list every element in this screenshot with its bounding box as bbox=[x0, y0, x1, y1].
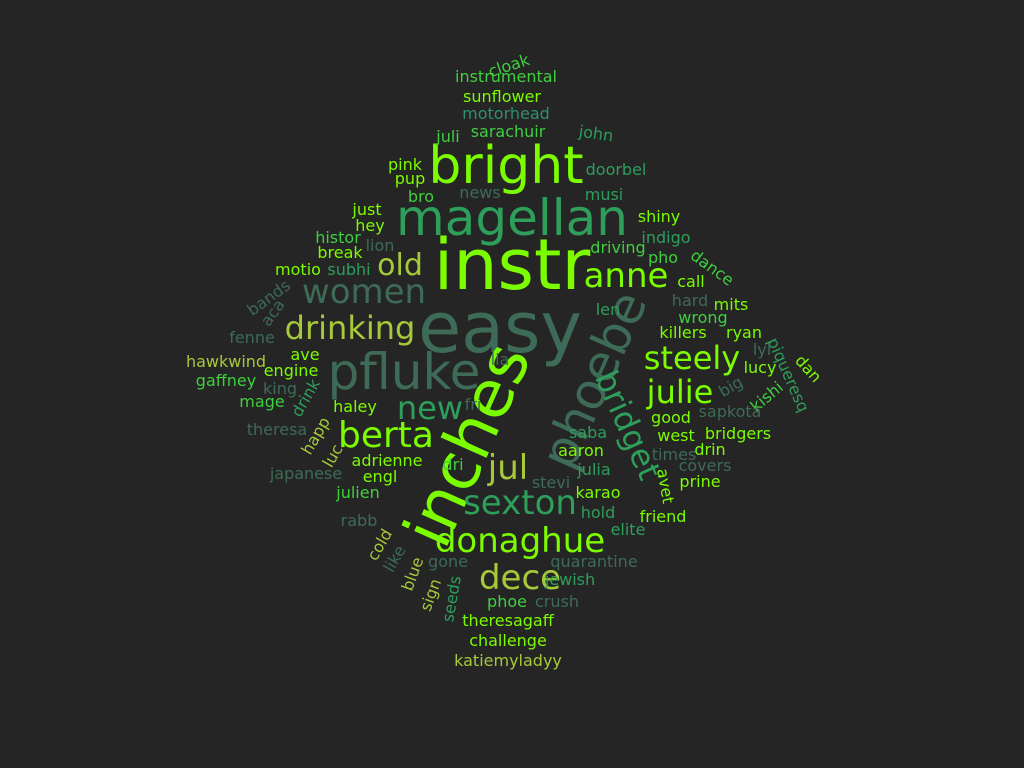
word-theresagaff: theresagaff bbox=[462, 611, 554, 630]
word-driving: driving bbox=[590, 238, 646, 257]
word-julie: julie bbox=[646, 373, 714, 411]
word-quarantine: quarantine bbox=[550, 552, 638, 571]
word-gaffney: gaffney bbox=[195, 371, 257, 390]
word-killers: killers bbox=[659, 323, 707, 342]
word-sapkota: sapkota bbox=[698, 402, 762, 421]
word-theresa: theresa bbox=[246, 420, 308, 439]
word-mits: mits bbox=[713, 295, 749, 314]
word-engine: engine bbox=[263, 361, 319, 380]
word-mage: mage bbox=[239, 392, 285, 411]
word-challenge: challenge bbox=[469, 631, 547, 650]
word-julien: julien bbox=[336, 483, 380, 502]
word-hey: hey bbox=[355, 216, 385, 235]
word-new: new bbox=[396, 389, 464, 427]
word-call: call bbox=[677, 272, 705, 291]
word-ryan: ryan bbox=[726, 323, 762, 342]
word-lia: lia bbox=[490, 350, 510, 369]
word-jul: jul bbox=[487, 448, 529, 488]
word-juli: juli bbox=[436, 127, 460, 146]
word-fri: fri bbox=[464, 395, 482, 414]
word-julia: julia bbox=[577, 460, 611, 479]
word-drin: drin bbox=[694, 440, 726, 459]
word-stevi: stevi bbox=[531, 473, 571, 492]
word-japanese: japanese bbox=[269, 464, 343, 483]
word-motorhead: motorhead bbox=[462, 104, 550, 123]
word-saba: saba bbox=[568, 423, 608, 442]
word-adrienne: adrienne bbox=[351, 451, 423, 470]
word-engl: engl bbox=[362, 467, 398, 486]
word-news: news bbox=[459, 183, 501, 202]
word-hold: hold bbox=[580, 503, 616, 522]
word-motio: motio bbox=[275, 260, 321, 279]
word-easy: easy bbox=[418, 287, 582, 369]
word-break: break bbox=[317, 243, 363, 262]
word-john: john bbox=[577, 121, 615, 146]
word-west: west bbox=[657, 426, 695, 445]
word-bright: bright bbox=[428, 136, 584, 196]
word-karao: karao bbox=[575, 483, 621, 502]
word-gone: gone bbox=[428, 552, 468, 571]
word-hard: hard bbox=[671, 291, 709, 310]
word-pink: pink bbox=[387, 155, 423, 174]
word-haley: haley bbox=[333, 397, 377, 416]
word-wrong: wrong bbox=[678, 308, 728, 327]
word-friend: friend bbox=[639, 507, 687, 526]
word-donaghue: donaghue bbox=[434, 521, 606, 561]
word-drinking: drinking bbox=[284, 309, 416, 347]
word-good: good bbox=[651, 408, 691, 427]
word-covers: covers bbox=[678, 456, 732, 475]
word-doorbel: doorbel bbox=[585, 160, 647, 179]
word-ave: ave bbox=[290, 345, 320, 364]
word-prine: prine bbox=[679, 472, 721, 491]
word-aaron: aaron bbox=[558, 441, 604, 460]
word-dece: dece bbox=[478, 558, 562, 598]
word-sarachuir: sarachuir bbox=[470, 122, 546, 141]
word-lucy: lucy bbox=[743, 358, 777, 377]
word-pup: pup bbox=[394, 169, 426, 188]
word-rabb: rabb bbox=[340, 511, 378, 530]
word-bro: bro bbox=[407, 187, 435, 206]
word-berta: berta bbox=[338, 415, 434, 456]
word-instrumental: instrumental bbox=[454, 67, 558, 86]
word-bridgers: bridgers bbox=[704, 424, 772, 443]
word-histor: histor bbox=[315, 228, 361, 247]
word-steely: steely bbox=[643, 339, 741, 377]
word-instr: instr bbox=[433, 224, 591, 306]
word-dri: dri bbox=[442, 455, 464, 474]
word-sexton: sexton bbox=[463, 483, 577, 523]
word-king: king bbox=[262, 379, 298, 398]
word-len: len bbox=[595, 300, 621, 319]
word-avet: avet bbox=[653, 466, 678, 505]
word-subhi: subhi bbox=[327, 260, 371, 279]
word-sunflower: sunflower bbox=[463, 87, 541, 106]
word-lion: lion bbox=[365, 236, 395, 255]
word-indigo: indigo bbox=[641, 228, 691, 247]
word-musi: musi bbox=[584, 185, 624, 204]
word-times: times bbox=[651, 445, 697, 464]
word-hawkwind: hawkwind bbox=[185, 352, 267, 371]
word-phoe: phoe bbox=[487, 592, 527, 611]
word-women: women bbox=[301, 272, 427, 312]
word-just: just bbox=[352, 200, 382, 219]
word-old: old bbox=[377, 248, 423, 283]
word-elite: elite bbox=[610, 520, 646, 539]
word-shiny: shiny bbox=[637, 207, 681, 226]
word-big: big bbox=[715, 372, 747, 401]
word-anne: anne bbox=[583, 256, 669, 296]
word-crush: crush bbox=[535, 592, 579, 611]
word-pfluke: pfluke bbox=[327, 343, 481, 401]
word-jewish: jewish bbox=[544, 570, 596, 589]
word-magellan: magellan bbox=[396, 189, 628, 247]
word-katiemyladyy: katiemyladyy bbox=[454, 651, 562, 670]
word-fenne: fenne bbox=[229, 328, 275, 347]
word-lyl: lyl bbox=[752, 340, 772, 359]
word-pho: pho bbox=[647, 248, 679, 267]
